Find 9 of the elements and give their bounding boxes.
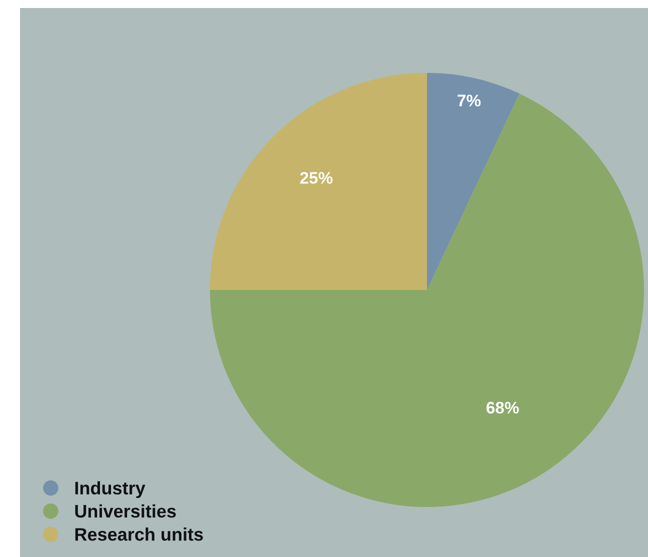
pie-slice bbox=[210, 94, 644, 507]
pie-slice bbox=[427, 72, 520, 290]
data-label: 68% bbox=[486, 402, 519, 414]
data-label: 7% bbox=[458, 94, 481, 106]
legend-label: Industry bbox=[75, 481, 146, 498]
legend-label: Universities bbox=[75, 504, 176, 518]
legend-label: Research units bbox=[75, 528, 203, 541]
data-label: 25% bbox=[300, 172, 333, 184]
pie-slice bbox=[210, 72, 427, 290]
